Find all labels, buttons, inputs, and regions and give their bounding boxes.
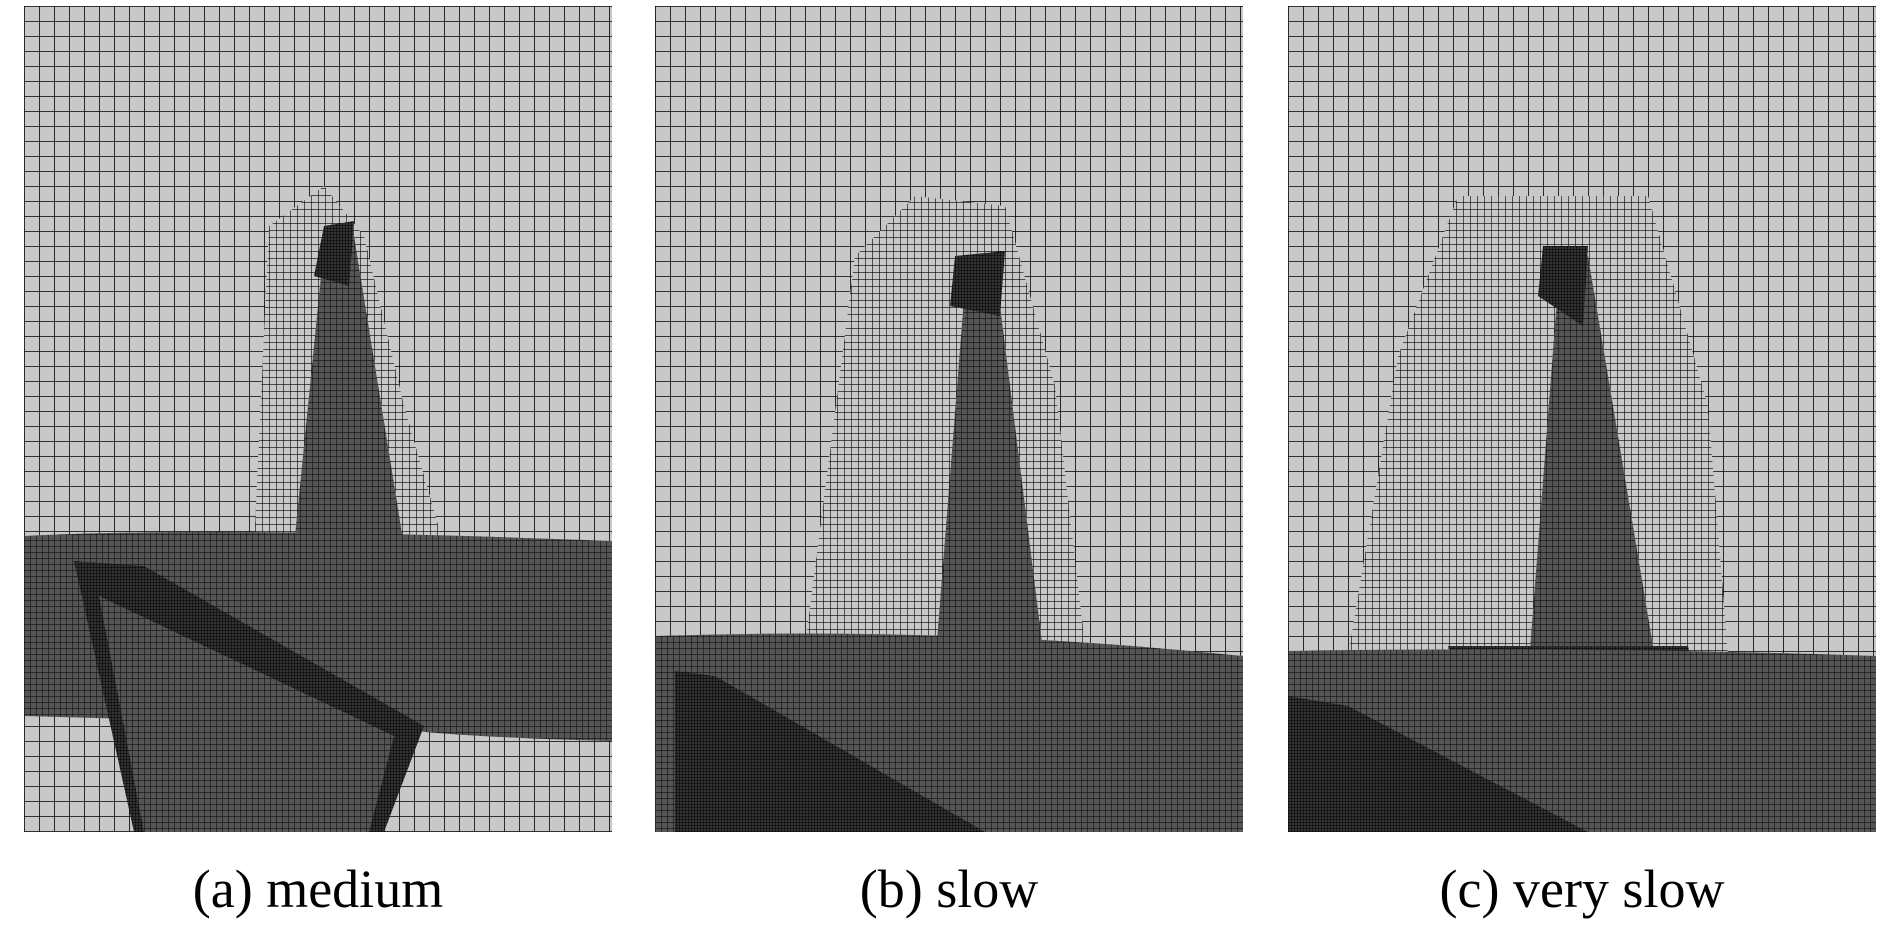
caption-c: (c) very slow [1439,859,1725,919]
mesh-image-a [24,6,612,832]
mesh-panel-b [655,6,1243,832]
caption-b: (b) slow [859,859,1039,919]
mesh-image-b [655,6,1243,832]
caption-a: (a) medium [192,859,444,919]
mesh-image-c [1288,6,1876,832]
mesh-panel-c [1288,6,1876,832]
mesh-panel-a [24,6,612,832]
